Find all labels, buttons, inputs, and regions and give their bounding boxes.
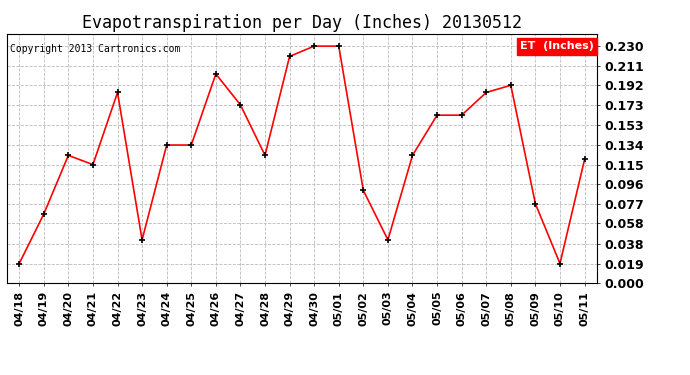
Text: Copyright 2013 Cartronics.com: Copyright 2013 Cartronics.com bbox=[10, 44, 180, 54]
Text: ET  (Inches): ET (Inches) bbox=[520, 41, 594, 51]
Title: Evapotranspiration per Day (Inches) 20130512: Evapotranspiration per Day (Inches) 2013… bbox=[82, 14, 522, 32]
